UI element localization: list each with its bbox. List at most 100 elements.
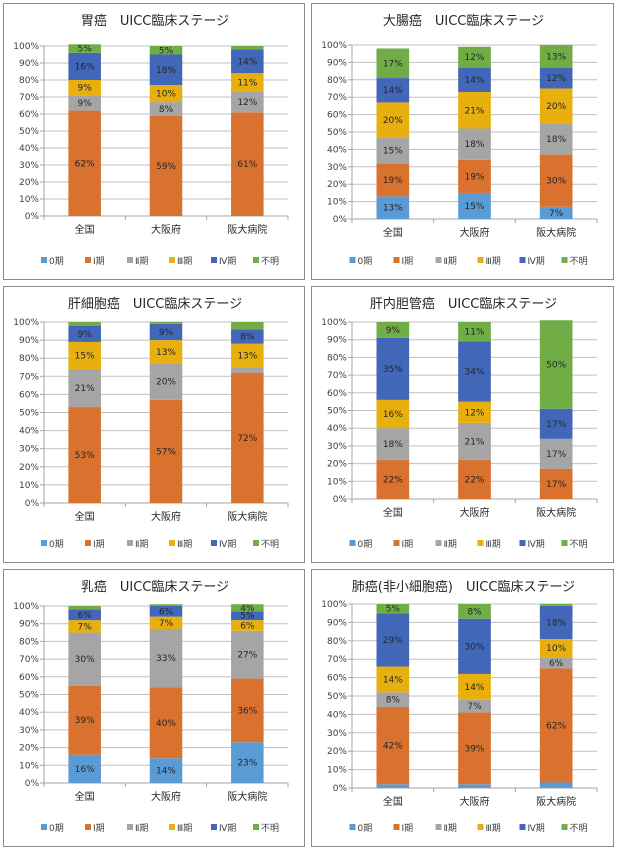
bar-segment <box>539 408 573 439</box>
legend-label: 不明 <box>261 823 279 834</box>
legend-swatch <box>85 257 91 263</box>
y-tick-label: 0% <box>25 779 40 789</box>
data-label: 14% <box>464 76 484 86</box>
legend-label: 0期 <box>358 539 373 550</box>
data-label: 10% <box>546 644 566 654</box>
y-tick-label: 90% <box>327 336 347 346</box>
legend-swatch <box>561 824 568 830</box>
bar-segment <box>231 49 264 74</box>
bar-segment <box>68 606 101 610</box>
data-label: 13% <box>237 351 257 361</box>
bar-segment <box>376 692 410 708</box>
bar-segment <box>539 782 573 788</box>
bar-segment <box>539 468 573 499</box>
legend-label: 不明 <box>570 823 588 834</box>
bar-segment <box>376 322 410 338</box>
data-label: 30% <box>464 642 484 652</box>
x-category-label: 全国 <box>75 790 95 803</box>
y-tick-label: 50% <box>19 127 39 137</box>
y-tick-label: 90% <box>19 336 39 346</box>
data-label: 14% <box>156 767 176 777</box>
stacked-bar-chart: 大腸癌 UICC臨床ステージ 0% 10% 20% 30% 40% 50% 60% 70% 80%… <box>321 13 598 267</box>
y-tick-label: 60% <box>327 111 347 121</box>
data-label: 17% <box>546 450 566 460</box>
bar-segment <box>539 206 573 219</box>
bar-segment <box>458 784 491 788</box>
y-tick-label: 100% <box>13 42 39 52</box>
bar-segment <box>68 52 101 80</box>
legend-swatch <box>253 540 259 546</box>
bar-segment <box>376 428 410 461</box>
y-tick-label: 10% <box>19 195 39 205</box>
y-tick-label: 10% <box>327 198 347 208</box>
bar-segment <box>539 605 573 639</box>
bar-segment <box>149 758 183 783</box>
y-tick-label: 0% <box>333 215 348 225</box>
bar-segment <box>458 422 491 461</box>
bar-segment <box>376 196 410 219</box>
data-label: 16% <box>75 765 95 775</box>
data-label: 12% <box>464 53 484 63</box>
data-label: 19% <box>383 176 403 186</box>
legend-label: Ⅱ期 <box>444 539 457 550</box>
data-label: 16% <box>383 410 403 420</box>
y-tick-label: 0% <box>333 784 348 794</box>
bar-segment <box>539 668 573 783</box>
x-category-label: 大阪府 <box>460 226 490 239</box>
legend-label: Ⅱ期 <box>444 823 457 834</box>
data-label: 13% <box>156 348 176 358</box>
chart-title: 肝内胆管癌 UICC臨床ステージ <box>370 296 557 312</box>
data-label: 6% <box>549 659 564 669</box>
y-tick-label: 40% <box>19 708 39 718</box>
legend-swatch <box>41 824 47 830</box>
bar-segment <box>458 673 491 700</box>
y-tick-label: 40% <box>327 710 347 720</box>
bar-segment <box>376 707 410 785</box>
data-label: 13% <box>383 204 403 214</box>
y-tick-label: 100% <box>321 318 347 328</box>
bar-segment <box>149 629 183 688</box>
y-tick-label: 50% <box>327 128 347 138</box>
legend-label: Ⅲ期 <box>177 823 192 834</box>
legend-swatch <box>127 824 133 830</box>
chart-panel: 肝内胆管癌 UICC臨床ステージ 0% 10% 20% 30% 40% 50% 60% 70% 8… <box>311 286 614 563</box>
bar-segment <box>68 80 101 96</box>
legend-label: Ⅳ期 <box>219 539 236 550</box>
stacked-bar-chart: 肝内胆管癌 UICC臨床ステージ 0% 10% 20% 30% 40% 50% 60% 70% 8… <box>321 296 598 550</box>
bar-segment <box>149 604 183 606</box>
legend-swatch <box>435 257 442 263</box>
data-label: 12% <box>546 74 566 84</box>
y-tick-label: 0% <box>25 499 40 509</box>
data-label: 18% <box>156 66 176 76</box>
bar-segment <box>68 407 101 503</box>
bar-segment <box>231 91 264 113</box>
bar-segment <box>149 340 183 364</box>
legend-swatch <box>211 824 217 830</box>
bar-segment <box>458 341 491 402</box>
data-label: 21% <box>464 437 484 447</box>
bar-segment <box>539 657 573 669</box>
y-tick-label: 30% <box>327 442 347 452</box>
data-label: 17% <box>383 59 403 69</box>
data-label: 30% <box>75 655 95 665</box>
legend-swatch <box>519 257 526 263</box>
bar-segment <box>149 85 183 103</box>
data-label: 19% <box>464 172 484 182</box>
data-label: 11% <box>237 79 257 89</box>
legend-swatch <box>127 540 133 546</box>
x-category-label: 全国 <box>383 226 403 239</box>
chart-panel: 胃癌 UICC臨床ステージ 0% 10% 20% 30% 40% 50% 60% 70% 80% 9… <box>3 3 305 280</box>
legend-label: Ⅳ期 <box>219 823 236 834</box>
legend-swatch <box>169 824 175 830</box>
x-category-label: 阪大病院 <box>536 795 576 808</box>
bar-segment <box>231 329 264 344</box>
legend-swatch <box>253 257 259 263</box>
bar-segment <box>231 322 264 330</box>
stacked-bar-chart: 肝細胞癌 UICC臨床ステージ 0% 10% 20% 30% 40% 50% 60% 70% 80… <box>13 296 289 550</box>
y-tick-label: 20% <box>327 180 347 190</box>
legend-swatch <box>169 257 175 263</box>
bar-segment <box>458 67 491 92</box>
y-tick-label: 70% <box>19 93 39 103</box>
data-label: 9% <box>78 99 93 109</box>
x-category-label: 大阪府 <box>151 510 181 523</box>
